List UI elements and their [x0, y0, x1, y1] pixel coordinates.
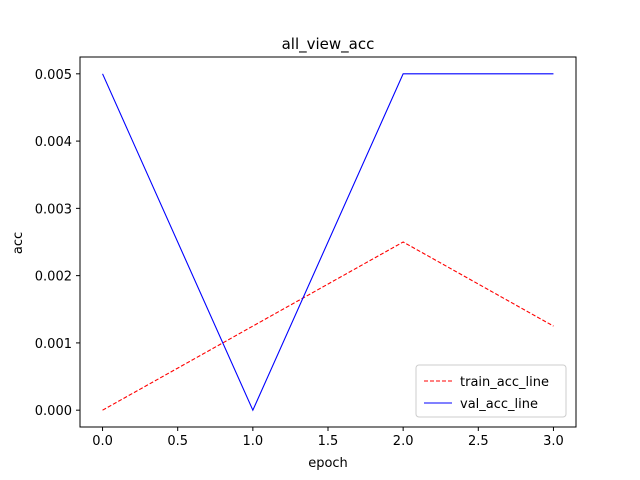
y-tick-label: 0.001 [35, 337, 72, 352]
series-line-train-acc-line [102, 241, 554, 411]
y-tick-label: 0.004 [35, 135, 72, 150]
legend-label: val_acc_line [460, 397, 538, 412]
x-tick-label: 2.0 [393, 434, 414, 449]
chart-title: all_view_acc [282, 35, 375, 54]
y-tick-label: 0.000 [35, 404, 72, 419]
x-tick-label: 2.5 [468, 434, 489, 449]
series-line-val-acc-line [102, 73, 554, 412]
x-axis: 0.0 0.5 1.0 1.5 2.0 2.5 3.0 [92, 427, 564, 449]
plot-area [102, 73, 554, 412]
legend-box [415, 364, 567, 418]
legend: train_acc_line val_acc_line [415, 364, 567, 418]
y-axis-label: acc [11, 232, 26, 254]
y-tick-label: 0.002 [35, 270, 72, 285]
y-tick-label: 0.005 [35, 68, 72, 83]
x-axis-label: epoch [308, 456, 348, 471]
x-tick-label: 0.5 [167, 434, 188, 449]
y-tick-label: 0.003 [35, 202, 72, 217]
y-axis: 0.000 0.001 0.002 0.003 0.004 0.005 [35, 68, 80, 419]
x-tick-label: 3.0 [543, 434, 564, 449]
x-tick-label: 0.0 [92, 434, 113, 449]
x-tick-label: 1.0 [243, 434, 264, 449]
x-tick-label: 1.5 [318, 434, 339, 449]
legend-label: train_acc_line [460, 375, 549, 390]
